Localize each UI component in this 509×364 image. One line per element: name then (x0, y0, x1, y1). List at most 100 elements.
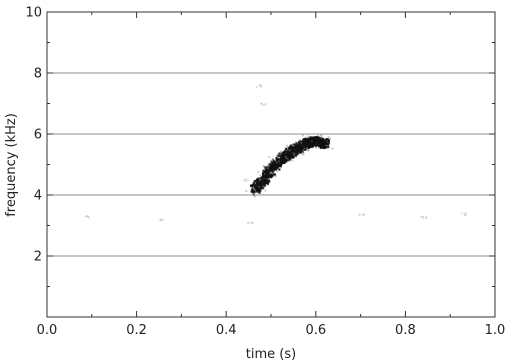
signal-halo-speck (327, 136, 330, 139)
noise-speck (259, 85, 262, 88)
signal-speck (288, 158, 291, 162)
signal-speck (262, 186, 265, 189)
signal-speck (272, 166, 275, 169)
signal-halo-speck (302, 152, 305, 155)
signal-halo-speck (262, 184, 265, 187)
signal-halo-speck (310, 139, 313, 142)
signal-speck (278, 157, 281, 161)
signal-speck (303, 145, 307, 148)
signal-speck (270, 164, 273, 167)
x-axis: 0.0 0.2 0.4 0.6 0.8 1.0 (37, 12, 505, 338)
noise-speck (463, 213, 466, 216)
signal-halo-speck (265, 183, 268, 186)
signal-speck (268, 162, 271, 166)
signal-speck (327, 142, 331, 145)
signal-speck (302, 145, 305, 149)
signal-speck (256, 185, 259, 188)
signal-speck (322, 137, 325, 141)
noise-speck (358, 214, 361, 217)
signal-speck (271, 174, 274, 177)
y-axis: 2 4 6 8 10 (25, 6, 495, 287)
signal-speck (315, 139, 318, 142)
signal-speck (324, 138, 327, 141)
signal-speck (263, 170, 266, 174)
signal-speck (314, 140, 317, 143)
signal-speck (291, 150, 294, 153)
noise-speck (86, 215, 89, 218)
signal-speck (257, 189, 260, 192)
signal-halo-speck (271, 172, 274, 174)
signal-speck (296, 153, 299, 156)
signal-speck (296, 145, 299, 148)
signal-speck (258, 181, 261, 185)
noise-speck (87, 216, 90, 218)
signal-halo-speck (279, 153, 281, 156)
noise-speck (259, 84, 262, 86)
signal-speck (264, 169, 268, 172)
y-tick-label: 10 (25, 6, 42, 21)
signal-halo-speck (272, 170, 275, 173)
signal-speck (267, 179, 270, 182)
signal-speck (294, 144, 297, 147)
noise-speck (255, 86, 258, 88)
signal-speck (258, 191, 261, 194)
signal-speck (320, 141, 323, 145)
signal-speck (273, 165, 276, 168)
signal-speck (267, 166, 270, 170)
signal-speck (308, 137, 311, 140)
signal-speck (285, 150, 288, 153)
noise-speck (264, 104, 267, 107)
signal-speck (282, 158, 285, 161)
signal-speck (267, 175, 270, 178)
noise-speck (246, 180, 249, 182)
signal-speck (320, 138, 323, 142)
signal-speck (280, 161, 283, 164)
signal-speck (263, 180, 266, 183)
signal-speck (280, 154, 283, 157)
signal-speck (317, 141, 320, 144)
signal-speck (286, 155, 289, 158)
signal-speck (312, 136, 315, 139)
x-axis-label: time (s) (246, 347, 296, 362)
signal-speck (256, 179, 259, 183)
noise-speck (84, 215, 87, 218)
signal-speck (254, 180, 258, 183)
signal-speck (312, 138, 315, 142)
signal-speck (298, 151, 301, 154)
signal-speck (256, 187, 259, 190)
noise-speck (460, 212, 463, 215)
signal-speck (276, 165, 279, 168)
signal-speck (268, 167, 272, 170)
noise-speck (425, 217, 428, 219)
signal-speck (274, 162, 277, 166)
signal-speck (267, 170, 270, 174)
signal-speck (309, 136, 312, 139)
signal-halo-speck (298, 139, 301, 141)
signal-speck (265, 173, 268, 176)
signal-speck (270, 173, 273, 177)
x-tick-label: 0.4 (216, 323, 237, 338)
signal-speck (259, 180, 262, 183)
signal-speck (314, 144, 318, 148)
signal-speck (289, 151, 292, 154)
noise-speck (260, 85, 263, 88)
signal-speck (295, 142, 298, 145)
noise-speck (362, 214, 365, 217)
x-tick-label: 0.6 (305, 323, 326, 338)
signal-speck (311, 141, 314, 145)
signal-speck (301, 139, 305, 142)
signal-speck (279, 159, 282, 162)
signal-speck (276, 154, 279, 158)
noise-speck (161, 218, 164, 221)
signal-speck (296, 149, 299, 152)
signal-halo-speck (329, 137, 332, 140)
noise-speck (243, 179, 246, 181)
signal-halo-speck (258, 179, 261, 182)
signal-speck (300, 146, 303, 150)
signal-speck (327, 138, 330, 142)
signal-speck (292, 156, 295, 159)
signal-speck (262, 169, 265, 172)
signal-speck (290, 144, 293, 147)
signal-speck (264, 179, 268, 182)
signal-halo-speck (325, 144, 327, 147)
